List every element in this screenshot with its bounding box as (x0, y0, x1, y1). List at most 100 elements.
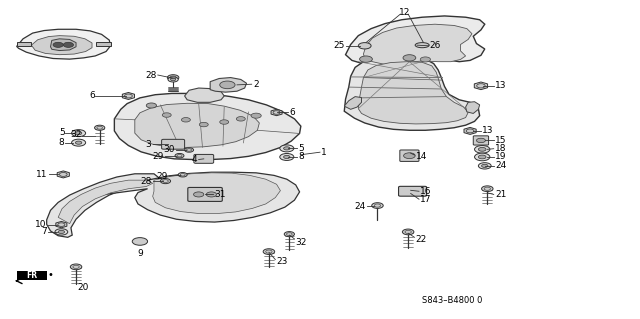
Text: 14: 14 (416, 152, 427, 161)
Text: 19: 19 (495, 152, 506, 161)
Polygon shape (364, 24, 472, 64)
Circle shape (58, 230, 65, 234)
Circle shape (280, 145, 294, 152)
Text: 28: 28 (146, 70, 157, 79)
Text: 22: 22 (416, 235, 427, 244)
Text: 20: 20 (77, 283, 89, 293)
Text: 21: 21 (495, 190, 506, 199)
Text: 32: 32 (296, 238, 307, 247)
Text: 3: 3 (146, 140, 152, 149)
Text: 32: 32 (70, 130, 81, 138)
Text: 13: 13 (495, 81, 506, 90)
Polygon shape (17, 42, 31, 46)
Text: 6: 6 (289, 108, 295, 117)
Circle shape (236, 117, 245, 121)
FancyBboxPatch shape (194, 154, 214, 163)
Circle shape (181, 118, 190, 122)
Text: 5: 5 (298, 144, 304, 153)
Text: 24: 24 (495, 161, 506, 170)
Polygon shape (210, 78, 246, 92)
Circle shape (76, 131, 82, 135)
Circle shape (132, 238, 148, 245)
Text: 5: 5 (59, 128, 65, 137)
Circle shape (372, 203, 383, 208)
Text: 4: 4 (192, 155, 197, 164)
Circle shape (72, 139, 86, 146)
Text: 11: 11 (36, 170, 48, 179)
Polygon shape (58, 180, 153, 224)
Circle shape (53, 42, 63, 48)
FancyBboxPatch shape (400, 150, 419, 161)
Text: 8: 8 (59, 138, 65, 147)
Text: 24: 24 (355, 202, 366, 211)
Text: 8: 8 (298, 152, 304, 161)
Text: 16: 16 (420, 187, 432, 196)
Ellipse shape (415, 43, 429, 48)
Text: FR: FR (26, 271, 38, 280)
Circle shape (147, 103, 157, 108)
Polygon shape (17, 29, 111, 59)
Text: 13: 13 (482, 126, 493, 135)
Circle shape (178, 173, 187, 177)
Polygon shape (466, 102, 479, 114)
Text: 18: 18 (495, 144, 506, 153)
Circle shape (193, 192, 204, 197)
Text: 26: 26 (430, 41, 441, 50)
Circle shape (474, 153, 490, 161)
Circle shape (474, 145, 490, 153)
Text: 17: 17 (420, 195, 432, 204)
Circle shape (168, 75, 179, 80)
Circle shape (220, 81, 235, 89)
Text: 30: 30 (163, 145, 174, 154)
Circle shape (403, 229, 414, 235)
Text: 25: 25 (333, 41, 344, 50)
Polygon shape (100, 172, 300, 222)
FancyBboxPatch shape (399, 186, 427, 196)
Circle shape (168, 77, 178, 82)
Circle shape (404, 153, 415, 159)
Circle shape (284, 147, 290, 150)
Text: 31: 31 (214, 190, 225, 199)
Circle shape (284, 232, 294, 237)
Polygon shape (57, 171, 69, 178)
Circle shape (481, 164, 488, 167)
Circle shape (184, 148, 193, 152)
FancyBboxPatch shape (188, 188, 222, 201)
Circle shape (420, 57, 431, 62)
Polygon shape (474, 82, 488, 90)
Polygon shape (153, 173, 280, 213)
Polygon shape (56, 221, 67, 228)
Polygon shape (31, 36, 92, 55)
Circle shape (95, 125, 105, 130)
Polygon shape (115, 93, 301, 160)
Text: 23: 23 (276, 257, 288, 266)
Circle shape (360, 56, 372, 62)
Circle shape (478, 163, 491, 169)
Circle shape (476, 138, 485, 143)
Text: 29: 29 (157, 172, 168, 181)
Text: 15: 15 (495, 136, 506, 145)
Circle shape (72, 130, 86, 137)
Text: 29: 29 (153, 152, 164, 161)
Circle shape (403, 55, 416, 61)
Text: 7: 7 (41, 227, 47, 236)
Circle shape (199, 122, 208, 127)
Polygon shape (184, 88, 224, 102)
Circle shape (206, 192, 216, 197)
Polygon shape (358, 62, 468, 124)
Polygon shape (122, 93, 134, 100)
Text: 10: 10 (35, 220, 47, 229)
Circle shape (478, 155, 486, 159)
Text: 2: 2 (253, 80, 259, 89)
Polygon shape (135, 103, 259, 147)
Text: 1: 1 (321, 148, 327, 157)
Polygon shape (271, 109, 282, 116)
Circle shape (70, 264, 82, 270)
Polygon shape (344, 97, 362, 109)
Circle shape (481, 186, 493, 192)
Polygon shape (51, 39, 76, 50)
Circle shape (478, 147, 486, 151)
Circle shape (220, 120, 228, 124)
Bar (17, 271, 47, 279)
Text: 6: 6 (90, 92, 95, 100)
